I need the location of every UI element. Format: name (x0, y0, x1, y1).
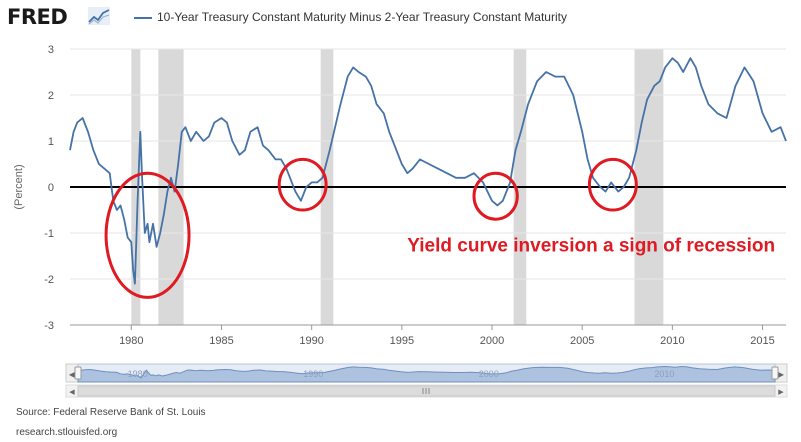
fred-chart-icon (88, 7, 110, 25)
y-axis-label: (Percent) (13, 164, 25, 209)
inversion-circle-4 (587, 157, 638, 212)
x-tick-label-1990: 1990 (299, 335, 323, 347)
scrollbar-right-icon: ▶ (778, 389, 784, 396)
range-navigator[interactable]: ◀ ▶ 1980 1990 2000 2010 ◀ ▶ (65, 363, 788, 398)
x-tick-label-2000: 2000 (480, 335, 504, 347)
y-tick-label--1: -1 (44, 228, 54, 240)
chart-header: FRED 10-Year Treasury Constant Maturity … (0, 0, 801, 34)
inversion-circle-3 (472, 171, 519, 221)
navigator-handle-left (74, 366, 82, 380)
x-tick-label-2010: 2010 (660, 335, 684, 347)
annotation-layer: Yield curve inversion a sign of recessio… (104, 157, 775, 299)
source-note: Source: Federal Reserve Bank of St. Loui… (16, 407, 206, 418)
navigator-handle-right (771, 366, 779, 380)
legend-label: 10-Year Treasury Constant Maturity Minus… (157, 10, 567, 24)
navigator-year-2000: 2000 (479, 369, 499, 379)
x-tick-label-1995: 1995 (390, 335, 414, 347)
legend-swatch (134, 17, 152, 19)
inversion-circle-2 (277, 157, 328, 212)
y-tick-label-3: 3 (48, 44, 54, 56)
navigator-series-area (77, 365, 776, 383)
y-tick-label--3: -3 (44, 320, 54, 332)
x-tick-label-2005: 2005 (570, 335, 594, 347)
y-tick-label-1: 1 (48, 136, 54, 148)
source-url[interactable]: research.stlouisfed.org (16, 427, 118, 438)
annotation-text: Yield curve inversion a sign of recessio… (407, 235, 775, 256)
y-tick-label-0: 0 (48, 182, 54, 194)
series-line-0 (69, 57, 787, 285)
x-tick-label-1980: 1980 (119, 335, 143, 347)
fred-logo[interactable]: FRED (7, 5, 68, 29)
navigator-right-arrow-icon: ▶ (778, 370, 785, 379)
y-tick-label-2: 2 (48, 90, 54, 102)
scrollbar-left-icon: ◀ (69, 389, 75, 396)
navigator-year-1990: 1990 (303, 369, 323, 379)
series-layer (69, 57, 787, 285)
inversion-circle-1 (104, 171, 191, 299)
navigator-year-2010: 2010 (654, 369, 674, 379)
x-tick-label-1985: 1985 (209, 335, 233, 347)
navigator-year-1980: 1980 (128, 369, 148, 379)
x-tick-label-2015: 2015 (750, 335, 774, 347)
axis-layer: -3 -2 -1 0 1 2 3 1980 1985 1990 1995 2000 2005 2010 20… (13, 44, 786, 347)
grid-layer (70, 48, 786, 326)
navigator-left-arrow-icon: ◀ (69, 370, 76, 379)
y-tick-label--2: -2 (44, 274, 54, 286)
